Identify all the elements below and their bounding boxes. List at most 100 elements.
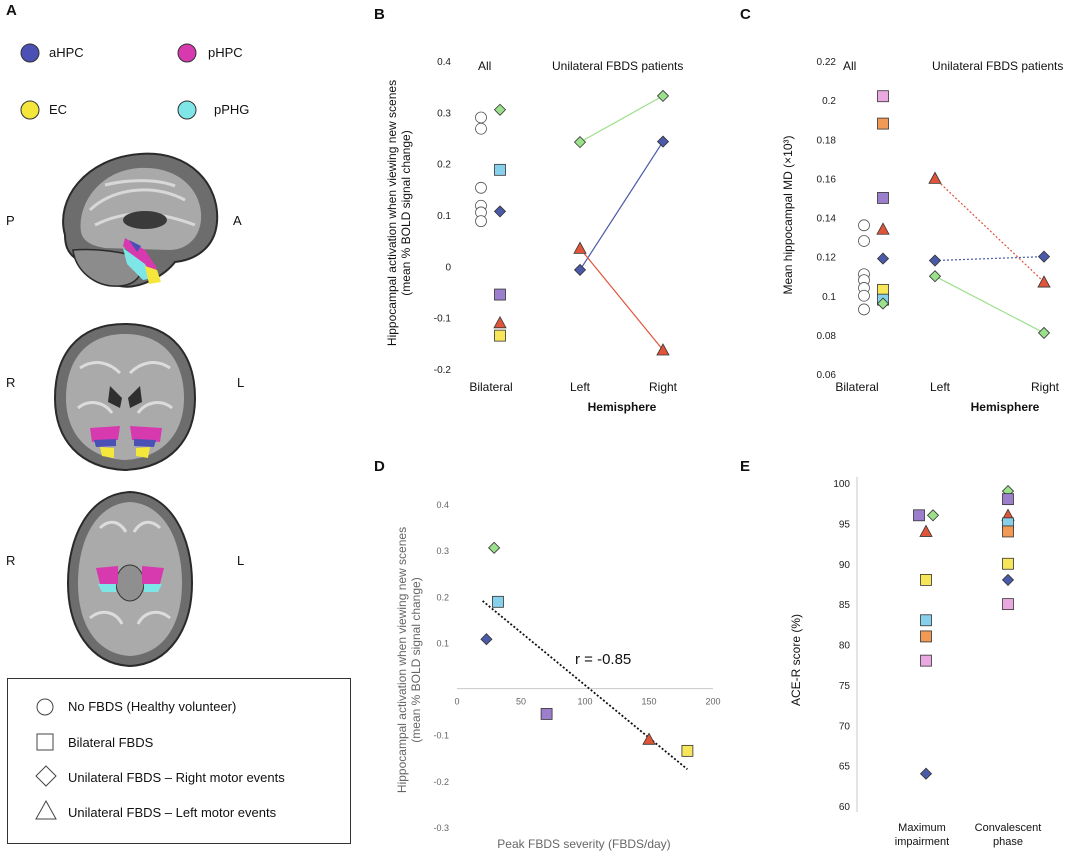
chart-d-ytick-label: 0.3 [436, 546, 449, 556]
ec-label: EC [49, 102, 68, 117]
chart-c-ytick-label: 0.16 [817, 174, 837, 185]
chart-c-healthy-point [858, 303, 870, 316]
chart-d-annotation: r = -0.85 [575, 651, 631, 668]
orient-axial-right: L [237, 553, 245, 568]
chart-d-ytick-label: 0.2 [436, 592, 449, 602]
chart-d-point [492, 595, 504, 608]
chart-c-ytick-label: 0.08 [817, 331, 837, 342]
chart-c-xtick-right: Right [1031, 380, 1060, 394]
chart-d-xtick-label: 150 [641, 697, 656, 707]
chart-c-healthy-point [858, 235, 870, 247]
chart-b-bilateral-point [493, 103, 507, 116]
chart-d-ylabel-1: Hippocampal activation when viewing new … [395, 527, 409, 793]
chart-c-healthy-point [858, 219, 870, 232]
chart-c-xlabel: Hemisphere [971, 400, 1040, 414]
chart-b-left-point [573, 136, 587, 149]
chart-b-xtick-left: Left [570, 380, 591, 394]
chart-b-healthy-point [475, 181, 487, 194]
chart-e-point [920, 630, 932, 643]
chart-d-point [681, 744, 694, 757]
panel-letter-b: B [374, 6, 385, 23]
chart-e-xtick-2-line2: phase [993, 836, 1023, 848]
chart-b-left-point [573, 241, 587, 254]
shape-legend: No FBDS (Healthy volunteer) Bilateral FB… [7, 678, 351, 844]
chart-c-group-all: All [843, 59, 856, 73]
pphg-dot-icon [177, 100, 197, 120]
chart-d-ytick-label: -0.1 [433, 731, 449, 741]
legend-label-bilateral: Bilateral FBDS [68, 735, 154, 750]
orient-sagittal-right: A [233, 213, 242, 228]
chart-c-ytick-label: 0.06 [817, 370, 837, 381]
chart-b-ytick-label: 0 [445, 262, 451, 273]
chart-e-point [920, 654, 932, 667]
chart-e-ytick-label: 95 [839, 519, 851, 530]
legend-square-icon [36, 733, 54, 751]
chart-b-ylabel-2: (mean % BOLD signal change) [399, 130, 413, 295]
chart-b-ytick-label: -0.1 [434, 314, 452, 325]
chart-c-bilateral-point [876, 252, 890, 265]
chart-c-ylabel: Mean hippocampal MD (×10³) [781, 135, 795, 294]
chart-b-ytick-label: 0.3 [437, 108, 451, 119]
chart-c-bilateral-point [876, 297, 890, 310]
chart-c-bilateral-point [877, 283, 889, 296]
chart-b-series-line [579, 141, 664, 271]
chart-b-ytick-label: 0.2 [437, 160, 451, 171]
chart-c-right-point [1037, 326, 1051, 339]
chart-d-xtick-label: 50 [516, 697, 526, 707]
chart-c-series-line [934, 177, 1045, 283]
brain-sagittal-image [62, 152, 219, 288]
chart-c-bilateral-point [877, 117, 889, 130]
chart-e-xtick-2-line1: Convalescent [975, 822, 1042, 834]
chart-c-right-point [1037, 250, 1051, 263]
chart-c-left-point [928, 254, 942, 267]
orient-axial-left: R [6, 553, 16, 568]
chart-b-ytick-label: 0.1 [437, 211, 451, 222]
chart-d-point [480, 633, 493, 646]
chart-b-ytick-label: -0.2 [434, 365, 452, 376]
chart-e-ytick-label: 60 [839, 802, 851, 813]
chart-b-healthy-point [475, 215, 487, 228]
chart-b-bilateral-point [493, 205, 507, 218]
chart-e-ytick-label: 65 [839, 762, 851, 773]
chart-e-xtick-1-line2: impairment [895, 836, 949, 848]
chart-d-point [642, 732, 656, 745]
chart-c-group-unilateral: Unilateral FBDS patients [932, 59, 1063, 73]
legend-label-left-motor: Unilateral FBDS – Left motor events [68, 805, 277, 820]
chart-c-ytick-label: 0.1 [822, 292, 836, 303]
chart-b-xtick-bilateral: Bilateral [469, 380, 512, 394]
chart-b-bilateral-point [494, 288, 506, 301]
ahpc-label: aHPC [49, 45, 84, 60]
chart-d-point [540, 708, 553, 720]
chart-c-series-line [934, 275, 1045, 334]
orient-sagittal-left: P [6, 213, 15, 228]
chart-b-xtick-right: Right [649, 380, 678, 394]
chart-e-point [920, 614, 932, 627]
panel-letter-c: C [740, 6, 751, 23]
legend-circle-icon [36, 698, 54, 716]
chart-d-ytick-label: 0.1 [436, 638, 449, 648]
chart-c-ytick-label: 0.14 [817, 214, 837, 225]
panel-letter-d: D [374, 458, 385, 475]
chart-d-xtick-label: 100 [577, 697, 592, 707]
chart-e-xtick-1-line1: Maximum [898, 822, 946, 834]
chart-c-right-point [1037, 275, 1051, 288]
chart-d-ytick-label: -0.2 [433, 777, 449, 787]
panel-letter-e: E [740, 458, 751, 475]
chart-b-group-unilateral: Unilateral FBDS patients [552, 59, 683, 73]
chart-b-group-all: All [478, 59, 491, 73]
chart-e-point [919, 767, 933, 780]
chart-b-xlabel: Hemisphere [588, 400, 657, 414]
chart-e-ytick-label: 90 [839, 560, 851, 571]
phpc-dot-icon [177, 43, 197, 63]
chart-e-point [1002, 493, 1014, 506]
chart-e-ytick-label: 75 [839, 681, 851, 692]
brain-axial-image [66, 490, 194, 668]
orient-coronal-right: L [237, 375, 245, 390]
chart-e-point [926, 509, 940, 522]
chart-c-ytick-label: 0.18 [817, 135, 837, 146]
legend-label-healthy: No FBDS (Healthy volunteer) [68, 699, 237, 714]
chart-c-xtick-left: Left [930, 380, 951, 394]
chart-d-xtick-label: 0 [454, 697, 459, 707]
chart-e-ytick-label: 80 [839, 641, 851, 652]
